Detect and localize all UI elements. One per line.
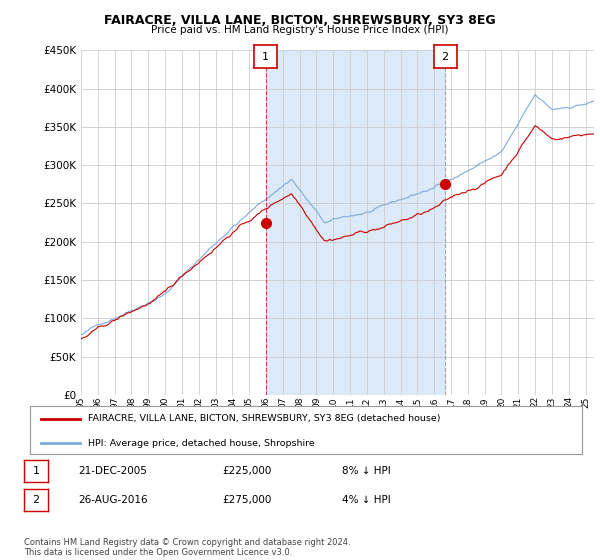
Text: 8% ↓ HPI: 8% ↓ HPI [342,466,391,476]
Text: £225,000: £225,000 [222,466,271,476]
Text: 26-AUG-2016: 26-AUG-2016 [78,495,148,505]
Bar [266,50,445,395]
Text: 4% ↓ HPI: 4% ↓ HPI [342,495,391,505]
Text: £275,000: £275,000 [222,495,271,505]
Text: HPI: Average price, detached house, Shropshire: HPI: Average price, detached house, Shro… [88,438,315,447]
Text: Contains HM Land Registry data © Crown copyright and database right 2024.
This d: Contains HM Land Registry data © Crown c… [24,538,350,557]
Text: 21-DEC-2005: 21-DEC-2005 [78,466,147,476]
Text: FAIRACRE, VILLA LANE, BICTON, SHREWSBURY, SY3 8EG: FAIRACRE, VILLA LANE, BICTON, SHREWSBURY… [104,14,496,27]
Text: Price paid vs. HM Land Registry's House Price Index (HPI): Price paid vs. HM Land Registry's House … [151,25,449,35]
Text: 1: 1 [32,466,40,476]
Text: FAIRACRE, VILLA LANE, BICTON, SHREWSBURY, SY3 8EG (detached house): FAIRACRE, VILLA LANE, BICTON, SHREWSBURY… [88,414,440,423]
Text: 2: 2 [442,52,449,62]
Text: 1: 1 [262,52,269,62]
Text: 2: 2 [32,495,40,505]
